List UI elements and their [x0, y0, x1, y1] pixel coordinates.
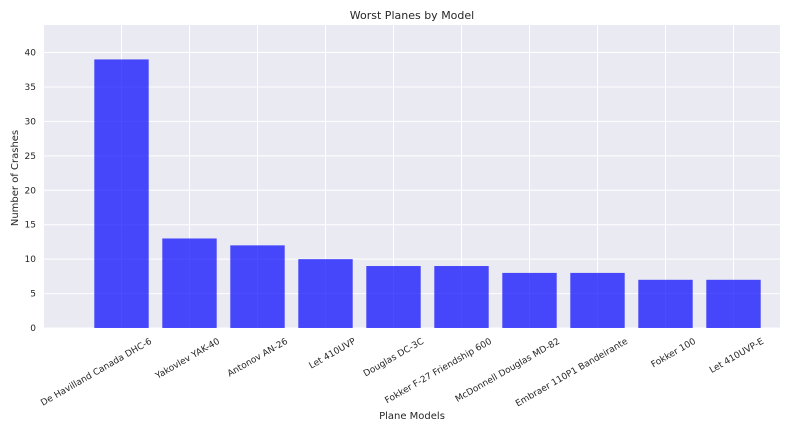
y-tick-label: 10: [25, 255, 37, 265]
x-tick-label: De Havilland Canada DHC-6: [39, 337, 154, 409]
x-tick-label: Let 410UVP-E: [708, 337, 766, 376]
x-tick-label: Embraer 110P1 Bandeirante: [514, 337, 630, 410]
x-axis-ticks: De Havilland Canada DHC-6 Yakovlev YAK-40…: [39, 336, 766, 409]
y-tick-label: 20: [25, 186, 37, 196]
bar: [706, 279, 761, 328]
y-tick-label: 15: [25, 221, 36, 231]
x-tick-label: Antonov AN-26: [226, 337, 290, 380]
y-tick-label: 35: [25, 83, 36, 93]
x-tick-label: Yakovlev YAK-40: [153, 337, 222, 382]
y-tick-label: 5: [30, 290, 36, 300]
x-tick-label: Douglas DC-3C: [362, 337, 426, 380]
chart-title: Worst Planes by Model: [350, 9, 474, 22]
y-axis-label: Number of Crashes: [10, 130, 21, 226]
y-tick-label: 30: [25, 117, 37, 127]
bar: [94, 59, 149, 328]
y-tick-label: 25: [25, 152, 36, 162]
x-tick-label: Fokker 100: [650, 337, 698, 371]
bar: [570, 272, 625, 328]
x-tick-label: Let 410UVP: [308, 336, 359, 371]
y-tick-label: 40: [25, 49, 37, 59]
x-tick-label: Fokker F-27 Friendship 600: [383, 337, 494, 407]
x-axis-label: Plane Models: [379, 411, 445, 422]
bar: [434, 266, 489, 328]
bar: [298, 259, 353, 328]
y-axis-ticks: 0 5 10 15 20 25 30 35 40: [25, 49, 37, 334]
y-tick-label: 0: [30, 324, 36, 334]
bar: [230, 245, 285, 328]
bar: [502, 272, 557, 328]
bars: [94, 59, 761, 328]
bar: [638, 279, 693, 328]
bar: [366, 266, 421, 328]
bar: [162, 238, 217, 328]
